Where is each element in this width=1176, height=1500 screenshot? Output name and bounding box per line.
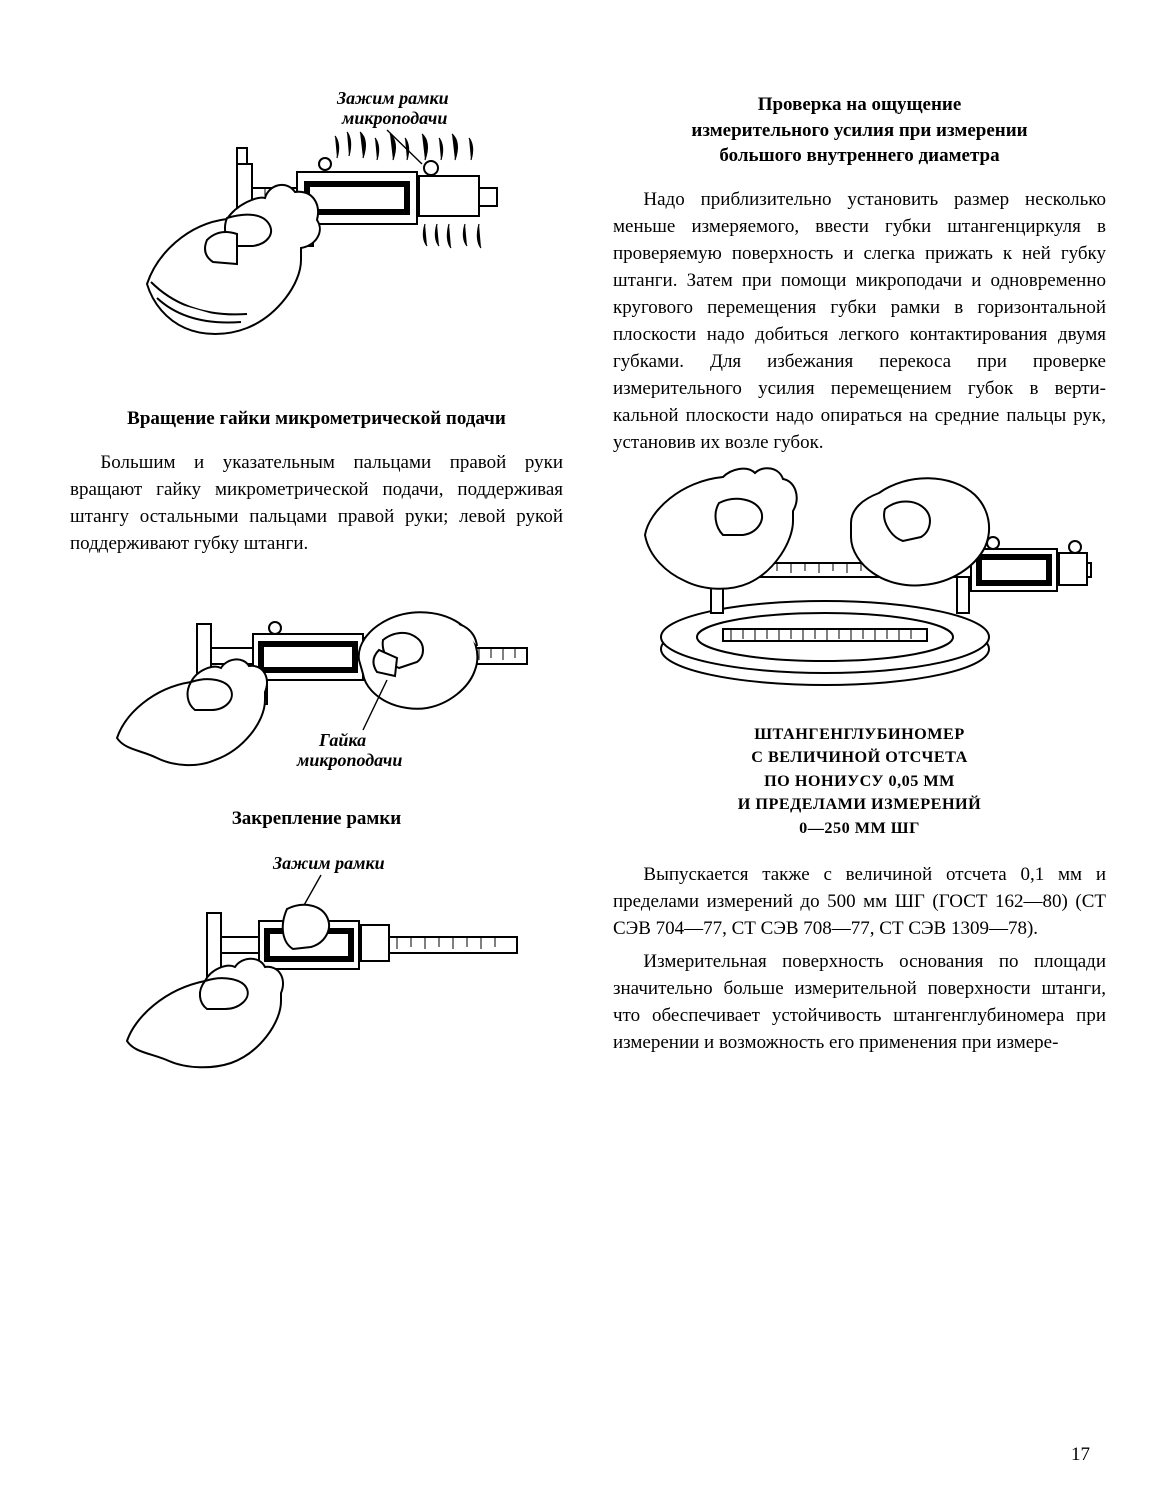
fig2-label-line1: Гайка <box>318 730 366 750</box>
right-heading-2-line3: ПО НОНИУСУ 0,05 ММ <box>764 772 955 790</box>
right-para-1: Надо приблизительно установить размер не… <box>613 187 1106 457</box>
fig2-label-line2: микроподачи <box>296 750 402 770</box>
right-heading-2-line4: И ПРЕДЕЛАМИ ИЗМЕРЕНИЙ <box>738 795 981 813</box>
right-heading-1-line2: измерительного усилия при измерении <box>691 120 1027 141</box>
left-column: Зажим рамки микроподачи <box>70 80 563 1440</box>
right-heading-2-line1: ШТАНГЕНГЛУБИНОМЕР <box>754 725 964 743</box>
right-heading-2: ШТАНГЕНГЛУБИНОМЕР С ВЕЛИЧИНОЙ ОТСЧЕТА ПО… <box>613 723 1106 840</box>
left-heading-2: Закрепление рамки <box>70 806 563 832</box>
fig1-label-line2: микроподачи <box>341 108 447 128</box>
page: Зажим рамки микроподачи <box>0 0 1176 1500</box>
figure-4 <box>613 463 1106 703</box>
right-heading-2-line2: С ВЕЛИЧИНОЙ ОТСЧЕТА <box>751 748 968 766</box>
left-heading-1: Вращение гайки микрометрической подачи <box>70 406 563 432</box>
fig3-label: Зажим рамки <box>272 853 385 873</box>
figure-3: Зажим рамки <box>70 849 563 1079</box>
left-para-1: Большим и указательным пальцами правой р… <box>70 450 563 558</box>
right-heading-1-line1: Проверка на ощущение <box>758 94 962 115</box>
right-para-3: Измерительная поверхность основа­ния по … <box>613 949 1106 1057</box>
right-column: Проверка на ощущение измерительного усил… <box>613 80 1106 1440</box>
right-heading-1-line3: большого внутреннего диаметра <box>719 145 999 166</box>
right-para-2: Выпускается также с величиной от­счета 0… <box>613 862 1106 943</box>
page-number: 17 <box>1071 1444 1090 1466</box>
right-heading-2-line5: 0—250 ММ ШГ <box>799 819 920 837</box>
fig1-label-line1: Зажим рамки <box>336 88 449 108</box>
right-heading-1: Проверка на ощущение измерительного усил… <box>613 92 1106 169</box>
figure-2: Гайка микроподачи <box>70 564 563 794</box>
figure-1: Зажим рамки микроподачи <box>70 84 563 394</box>
